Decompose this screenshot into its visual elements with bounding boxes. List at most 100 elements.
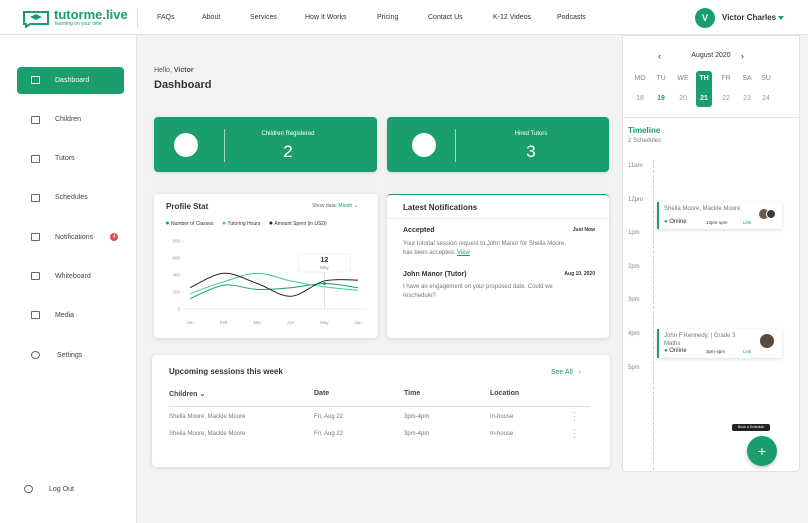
label: Children [169,391,198,398]
cell: In-house [490,431,514,437]
stat-label: Children Registered [261,131,315,137]
divider [387,218,609,219]
link[interactable]: View [457,250,470,256]
nav-item[interactable]: Services [250,14,277,21]
event-mode: ● Online [664,348,687,354]
show-data[interactable]: Show data: Month ⌄ [312,203,358,209]
logo-icon [23,11,49,28]
y-tick-label: 200 [172,290,180,295]
sidebar [0,35,137,523]
date[interactable]: 23 [743,95,751,102]
page-title: Dashboard [154,79,212,91]
stat-icon [412,133,436,157]
active-item-bg[interactable] [17,67,124,94]
hour-label: 5pm [628,364,640,371]
line-chart: Number of Classes Tutoring Hours Amount Sp… [166,221,366,325]
sidebar-item[interactable]: Notifications [55,234,94,241]
sidebar-item[interactable]: Tutors [55,155,75,162]
nav-item[interactable]: How It Works [305,14,347,21]
event-link[interactable]: Link [743,220,752,225]
series-line [189,282,359,300]
date[interactable]: 20 [679,95,687,102]
avatar [759,209,769,219]
divider [455,129,456,162]
date[interactable]: 19 [657,95,665,102]
event-card[interactable]: John F Kennedy, | Grade 3 Maths ● Online… [657,329,782,358]
weekday: MO [634,75,646,82]
user-name[interactable]: Victor Charles [722,13,777,22]
column-header: Time [404,390,421,397]
stat-value: 2 [283,142,293,161]
series-line [189,272,359,295]
icon [31,76,40,84]
value[interactable]: Month [338,203,353,209]
notification-text: Your tutorial session request to John Ma… [403,240,573,258]
notification-time: Aug 10, 2020 [564,271,595,277]
cell: In-house [490,414,514,420]
event-card[interactable]: Sheila Moore, Mackle Moore ● Online 12pm… [657,202,782,229]
series-line [189,272,359,297]
cell: 3pm-4pm [404,414,430,420]
date[interactable]: 22 [722,95,730,102]
notification-time: Just Now [572,227,595,233]
label[interactable]: See All [551,369,573,376]
sidebar-item[interactable]: Media [55,312,75,319]
cell: 3pm-4pm [404,431,430,437]
prev-month[interactable]: ‹ [658,51,661,61]
weekday: SU [761,75,771,82]
row-menu[interactable]: · · · [573,408,576,425]
icon [31,116,40,124]
nav-item[interactable]: FAQs [157,14,175,21]
x-tick-label: May [320,320,329,325]
next-month[interactable]: › [741,51,744,61]
profile-stat-card: Profile Stat Show data: Month ⌄ Number o… [154,194,378,338]
nav-item[interactable]: Pricing [377,14,399,21]
avatar[interactable]: V [695,8,715,28]
right-panel [622,35,800,472]
avatar [766,209,776,219]
card-title: Upcoming sessions this week [169,367,283,376]
y-tick-label: 400 [172,273,180,278]
stat-label: Hired Tutors [514,131,548,137]
nav-item[interactable]: K-12 Videos [493,14,532,21]
badge: 4 [110,233,118,241]
icon [31,155,40,163]
sidebar-item[interactable]: Children [55,116,82,123]
sidebar-item[interactable]: Settings [57,352,83,359]
timeline-axis [653,160,654,470]
nav-item[interactable]: Podcasts [557,14,586,21]
event-title: Sheila Moore, Mackle Moore [664,206,741,212]
column-header[interactable]: Children ⌄ [169,391,206,398]
hour-label: 12pm [628,196,644,203]
x-tick-label: Jan [186,320,194,325]
icon [31,272,40,280]
divider [137,8,138,28]
sidebar-item[interactable]: Whiteboard [55,273,91,280]
row-menu[interactable]: · · · [573,425,576,442]
mode: Online [669,348,687,354]
y-tick-label: 0 [177,307,180,312]
date[interactable]: 24 [762,95,770,102]
caret [778,16,784,20]
logo[interactable]: tutorme.live [54,7,128,22]
x-tick-label: Jun [354,320,362,325]
stat-card: Hired Tutors 3 [387,117,609,172]
stat-card: Children Registered 2 [154,117,377,172]
sidebar-item[interactable]: Dashboard [55,77,90,84]
sidebar-item[interactable]: Schedules [55,194,88,201]
hour-label: 4pm [628,331,640,337]
date[interactable]: 18 [636,95,644,102]
tooltip-day: 12 [321,257,329,264]
see-all[interactable]: See All › [551,369,581,376]
nav-item[interactable]: About [202,14,221,21]
logout[interactable]: Log Out [49,486,74,493]
column-header: Location [490,390,520,397]
legend-swatch [222,221,226,225]
icon [31,233,40,241]
event-link[interactable]: Link [743,349,752,354]
fab[interactable]: + [747,436,777,466]
date[interactable]: 21 [700,95,708,102]
nav-item[interactable]: Contact Us [428,14,463,21]
top-bar [0,0,808,35]
